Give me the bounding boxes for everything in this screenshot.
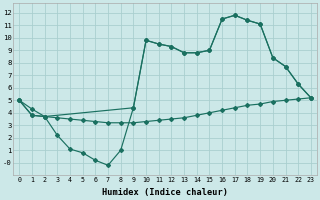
X-axis label: Humidex (Indice chaleur): Humidex (Indice chaleur) bbox=[102, 188, 228, 197]
